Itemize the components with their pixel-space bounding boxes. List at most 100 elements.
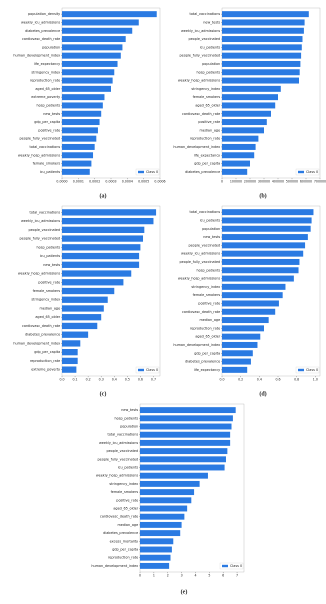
y-tick-label: cardiovasc_death_rate	[182, 112, 220, 116]
bar	[140, 489, 195, 496]
bar	[222, 94, 278, 101]
x-tick-label: 0.2	[238, 378, 243, 382]
bar	[62, 296, 108, 303]
y-tick-label: life_expectancy	[194, 368, 220, 372]
panel-caption: (e)	[181, 588, 188, 595]
y-tick-label: life_expectancy	[34, 62, 60, 66]
x-tick-label: 0.0003	[105, 180, 116, 184]
x-tick-label: 0.0005	[138, 180, 149, 184]
bar	[222, 209, 314, 216]
bar	[62, 349, 78, 356]
legend-label: Class 0	[230, 564, 242, 568]
y-tick-label: aged_65_older	[195, 103, 220, 107]
bar	[62, 261, 140, 268]
x-tick-label: 400000	[272, 180, 284, 184]
y-tick-label: cardiovasc_death_rate	[22, 37, 60, 41]
y-tick-label: gdp_per_capita	[112, 548, 138, 552]
bar	[222, 77, 299, 84]
y-tick-label: icu_patients	[40, 170, 61, 174]
bar	[62, 19, 139, 26]
y-tick-label: total_vaccinations	[29, 210, 60, 214]
bar	[140, 480, 200, 487]
bar	[222, 350, 253, 357]
bar	[222, 234, 308, 241]
legend-swatch	[138, 368, 144, 372]
bar	[62, 94, 105, 101]
bar	[62, 217, 154, 225]
bar	[62, 119, 100, 126]
x-tick-label: 0.0	[59, 378, 64, 382]
y-tick-label: diabetes_prevalence	[25, 333, 60, 337]
bar	[62, 127, 98, 134]
x-tick-label: 500000	[286, 180, 298, 184]
y-tick-label: new_tests	[121, 408, 138, 412]
y-tick-label: people_vaccinated	[106, 449, 138, 453]
x-tick-label: 600000	[300, 180, 312, 184]
y-tick-label: aged_65_older	[113, 507, 138, 511]
y-tick-label: weekly_icu_admissions	[99, 441, 138, 445]
bar	[222, 152, 255, 159]
y-tick-label: reproduction_rate	[190, 326, 220, 330]
legend-swatch	[222, 564, 228, 568]
bar	[62, 322, 98, 330]
x-tick-label: 1.0	[313, 378, 318, 382]
y-tick-label: people_fully_vaccinated	[20, 137, 61, 141]
y-tick-label: gdp_per_capita	[34, 350, 60, 354]
y-tick-label: diabetes_prevalence	[185, 360, 220, 364]
y-tick-label: stringency_index	[31, 298, 60, 302]
x-tick-label: 300000	[258, 180, 270, 184]
y-tick-label: hosp_patients	[37, 103, 61, 107]
bar	[222, 27, 304, 34]
y-tick-label: weekly_icu_admissions	[21, 219, 60, 223]
y-tick-label: reproduction_rate	[108, 556, 138, 560]
y-tick-label: extreme_poverty	[31, 368, 60, 372]
y-tick-label: total_vaccinations	[107, 433, 138, 437]
y-tick-label: icu_patients	[118, 466, 139, 470]
bar	[140, 472, 208, 479]
bar	[62, 252, 140, 260]
bar	[222, 225, 311, 232]
bar	[62, 209, 157, 216]
y-tick-label: new_tests	[43, 112, 60, 116]
legend-box	[135, 168, 160, 176]
bar	[62, 135, 97, 142]
bar	[62, 244, 141, 251]
plot-frame	[221, 205, 321, 377]
x-tick-label: 0.8	[294, 378, 299, 382]
x-tick-label: 7	[236, 574, 238, 578]
legend-box	[295, 366, 320, 374]
y-tick-label: icu_patients	[200, 45, 221, 49]
y-tick-label: gdp_per_capita	[194, 162, 220, 166]
bar	[140, 530, 181, 537]
x-tick-label: 0.1	[73, 378, 78, 382]
y-tick-label: total_vaccinations	[189, 210, 220, 214]
y-tick-label: hosp_patients	[37, 245, 61, 249]
bar	[62, 27, 133, 34]
y-tick-label: median_age	[39, 306, 60, 310]
x-tick-label: 0.0	[219, 378, 224, 382]
bar	[62, 36, 126, 43]
plot-frame	[221, 7, 321, 179]
y-tick-label: extreme_poverty	[31, 95, 60, 99]
bar	[222, 283, 286, 290]
bar	[222, 333, 261, 340]
panel-caption: (a)	[100, 192, 107, 199]
y-tick-label: population	[42, 45, 60, 49]
bar	[222, 292, 283, 299]
y-tick-label: gdp_per_capita	[34, 120, 60, 124]
y-tick-label: median_age	[199, 128, 220, 132]
y-tick-label: median_age	[117, 523, 138, 527]
x-tick-label: 0	[221, 180, 223, 184]
y-tick-label: reproduction_rate	[30, 359, 60, 363]
legend-box	[135, 366, 160, 374]
y-tick-label: total_vaccinations	[189, 12, 220, 16]
y-tick-label: positive_rate	[116, 498, 138, 502]
legend-box	[295, 168, 320, 176]
bar	[140, 562, 170, 569]
y-tick-label: human_development_index	[91, 564, 138, 568]
y-tick-label: weekly_hosp_admissions	[178, 277, 221, 281]
bar	[62, 168, 90, 175]
y-tick-label: positive_rate	[38, 128, 60, 132]
y-tick-label: population	[202, 227, 220, 231]
bar	[140, 505, 188, 512]
